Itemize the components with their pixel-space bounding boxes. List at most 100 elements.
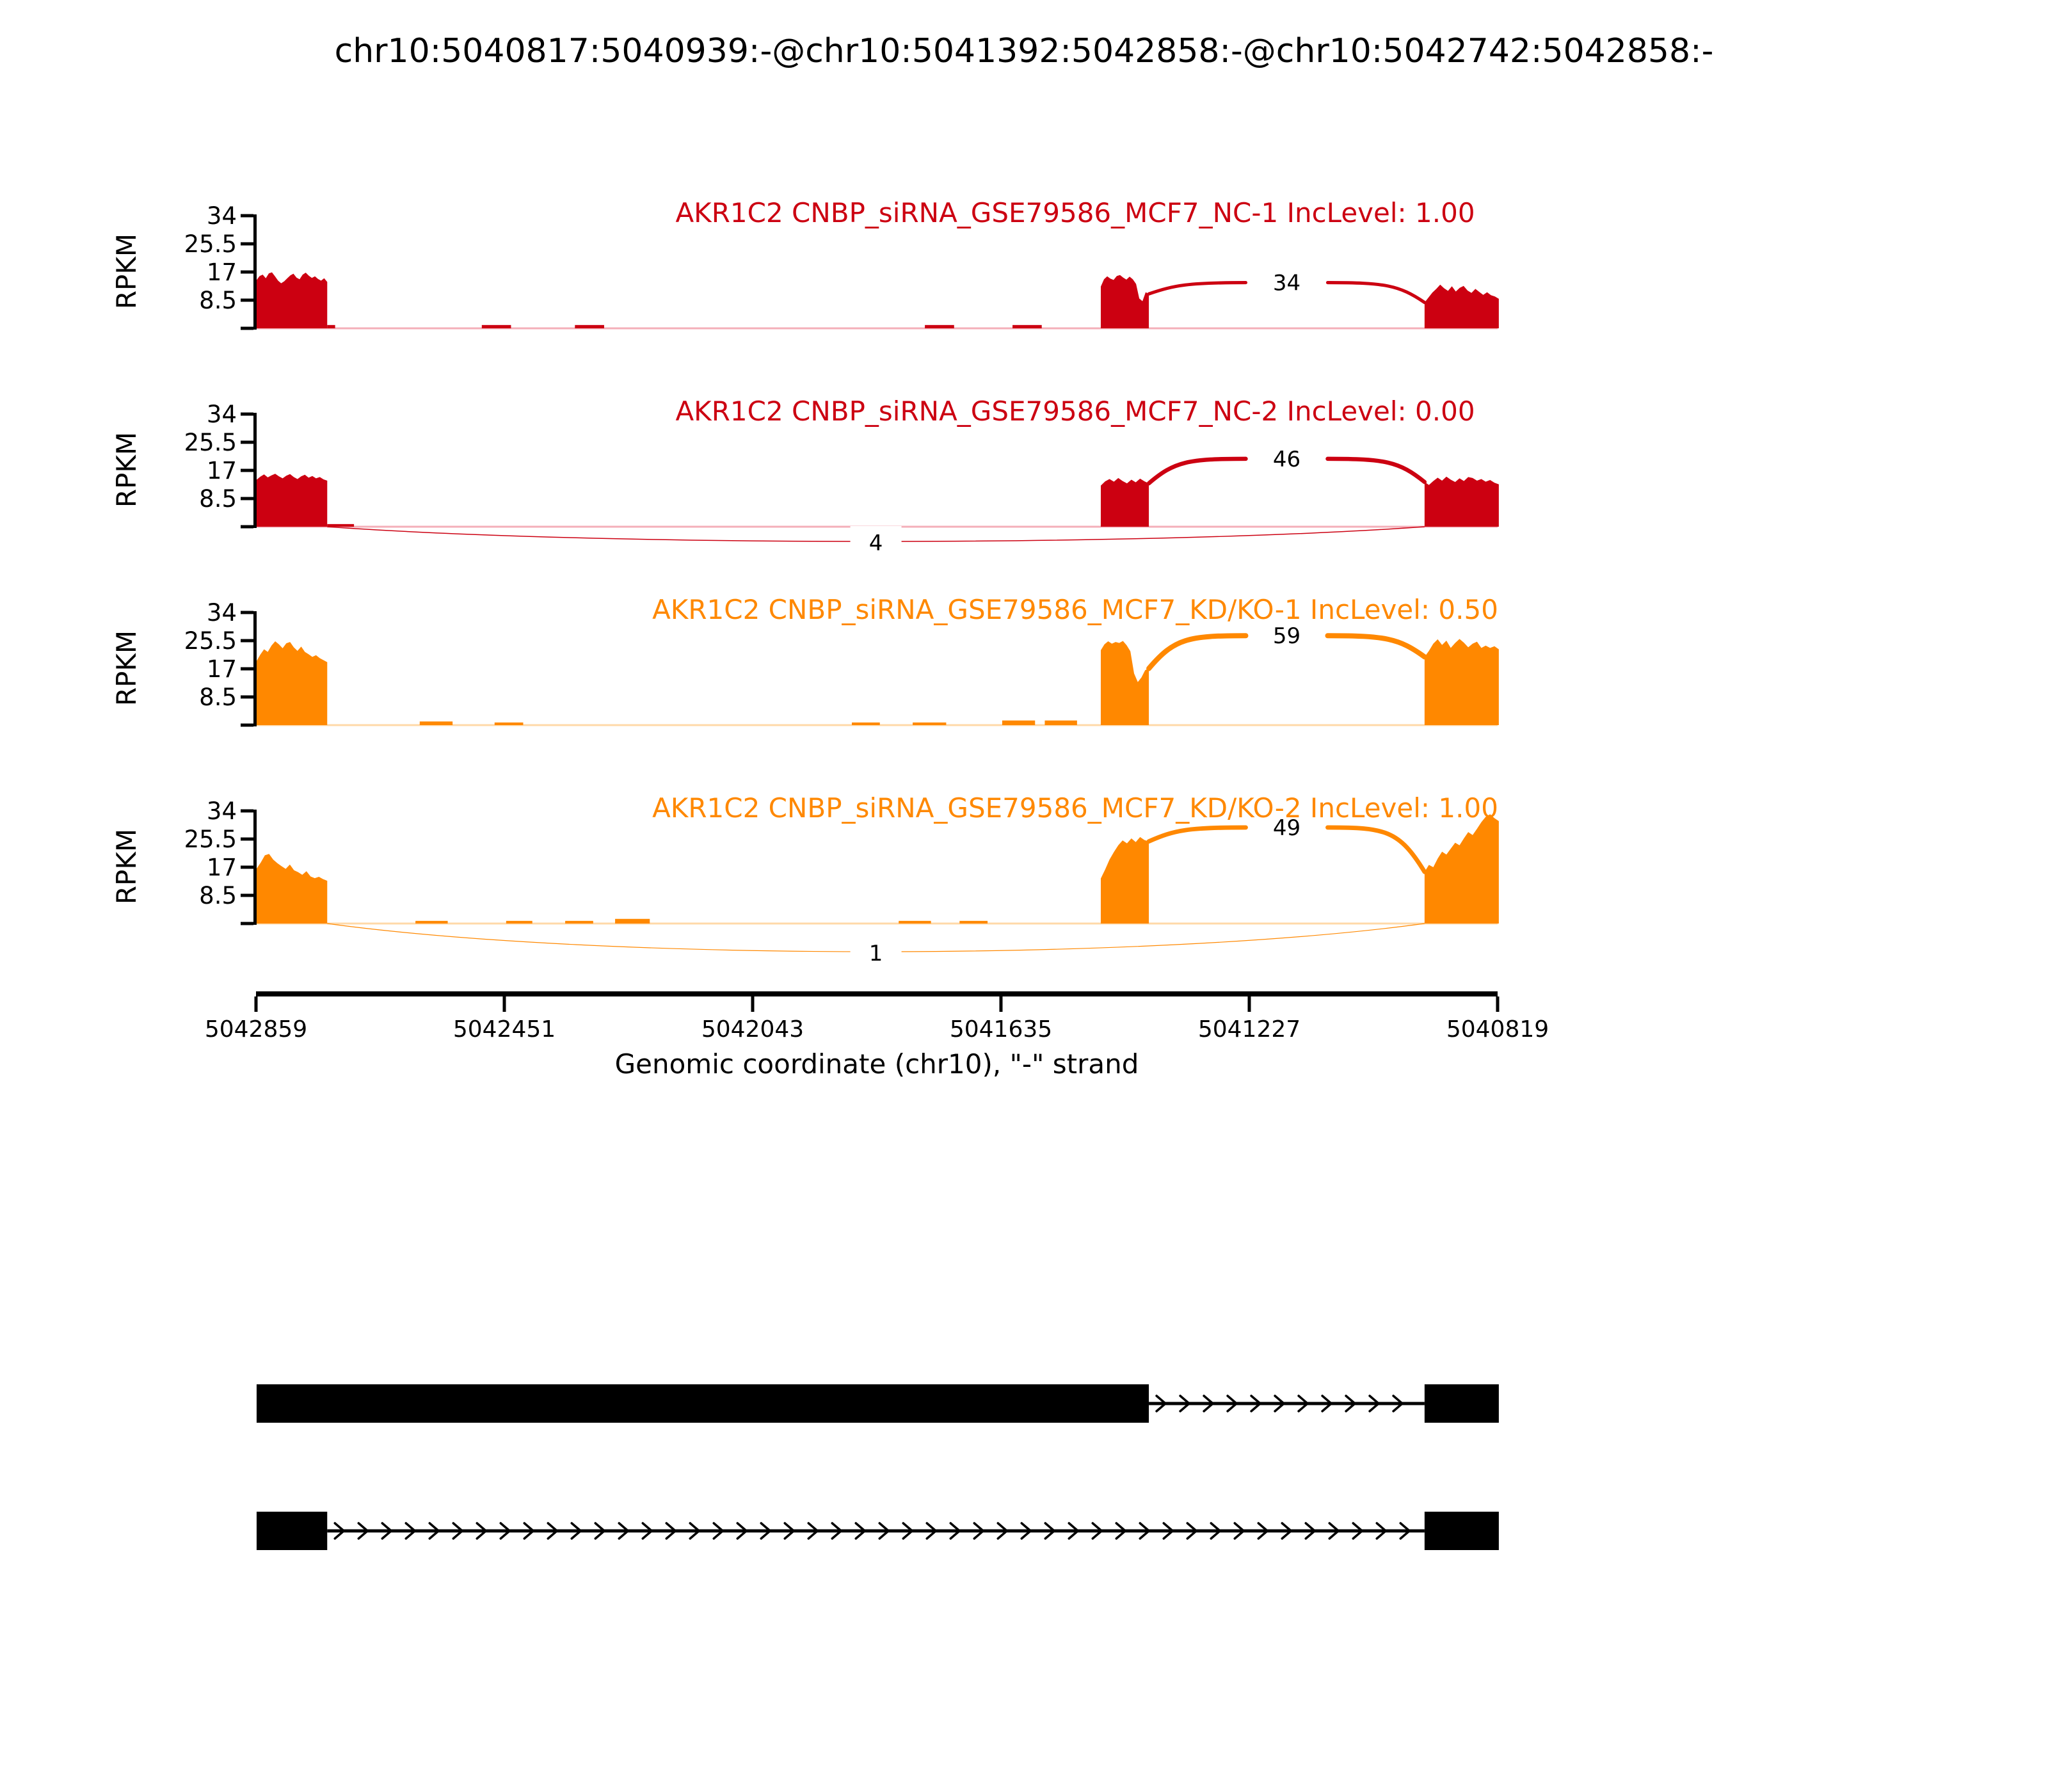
y-axis-tick	[241, 270, 253, 274]
transcript-exon	[1424, 1512, 1499, 1550]
intron-arrow-icon	[760, 1522, 772, 1540]
junction-arc	[1325, 633, 1427, 660]
intron-arrow-icon	[1274, 1395, 1286, 1412]
low-coverage-segment	[327, 524, 355, 527]
intron-arrow-icon	[547, 1522, 559, 1540]
y-axis-tick	[241, 440, 253, 444]
y-axis-tick-label: 34	[207, 797, 237, 825]
y-axis-tick-label: 34	[207, 401, 237, 428]
y-axis-tick	[241, 723, 253, 727]
low-coverage-segment	[615, 918, 650, 924]
junction-arc	[1325, 825, 1427, 874]
y-axis-tick-label: 17	[207, 259, 237, 286]
junction-count-label: 1	[869, 941, 883, 966]
junction-count-label: 49	[1273, 815, 1300, 841]
transcript-exon	[256, 1512, 328, 1550]
coverage-area	[1100, 836, 1149, 924]
rpkm-axis-label: RPKM	[111, 829, 142, 904]
intron-arrow-icon	[925, 1522, 938, 1540]
low-coverage-segment	[415, 920, 448, 924]
y-axis-tick-label: 8.5	[199, 882, 237, 909]
y-axis-tick	[241, 837, 253, 841]
intron-arrow-icon	[1328, 1522, 1340, 1540]
transcript-intron-line	[1149, 1402, 1425, 1405]
track-title: AKR1C2 CNBP_siRNA_GSE79586_MCF7_NC-2 Inc…	[675, 396, 1475, 427]
y-axis-spine	[253, 214, 257, 330]
coverage-area	[256, 854, 328, 924]
x-axis-line	[256, 991, 1498, 996]
low-coverage-segment	[852, 722, 880, 725]
intron-arrow-icon	[878, 1522, 890, 1540]
baseline-line	[256, 327, 1498, 330]
intron-arrow-icon	[523, 1522, 535, 1540]
intron-arrow-icon	[1044, 1522, 1056, 1540]
intron-arrow-icon	[1304, 1522, 1316, 1540]
low-coverage-segment	[419, 721, 453, 725]
x-axis-tick	[254, 996, 258, 1012]
y-axis-tick-label: 25.5	[184, 429, 237, 456]
intron-arrow-icon	[665, 1522, 677, 1540]
junction-count-label: 59	[1273, 623, 1300, 649]
coverage-area	[256, 641, 328, 725]
x-axis-tick	[999, 996, 1003, 1012]
y-axis-tick	[241, 497, 253, 500]
intron-arrow-icon	[831, 1522, 843, 1540]
y-axis-tick-label: 25.5	[184, 230, 237, 258]
intron-arrow-icon	[854, 1522, 867, 1540]
intron-arrow-icon	[1399, 1522, 1411, 1540]
intron-arrow-icon	[1186, 1522, 1198, 1540]
junction-count-label: 46	[1273, 447, 1300, 472]
intron-arrow-icon	[594, 1522, 606, 1540]
intron-arrow-icon	[1179, 1395, 1191, 1412]
intron-arrow-icon	[1281, 1522, 1293, 1540]
y-axis-tick	[241, 667, 253, 671]
intron-arrow-icon	[1115, 1522, 1127, 1540]
coverage-area	[256, 474, 328, 527]
intron-arrow-icon	[949, 1522, 961, 1540]
coverage-area	[1424, 814, 1499, 924]
y-axis-tick	[241, 639, 253, 643]
x-axis-tick-label: 5041227	[1198, 1016, 1300, 1043]
intron-arrow-icon	[1068, 1522, 1080, 1540]
intron-arrow-icon	[1345, 1395, 1357, 1412]
x-axis-tick-label: 5042043	[701, 1016, 804, 1043]
y-axis-spine	[253, 611, 257, 726]
intron-arrow-icon	[1233, 1522, 1245, 1540]
rpkm-axis-label: RPKM	[111, 234, 142, 309]
coverage-area	[1424, 476, 1499, 527]
intron-arrow-icon	[1257, 1522, 1269, 1540]
low-coverage-segment	[575, 324, 604, 328]
intron-arrow-icon	[570, 1522, 582, 1540]
intron-arrow-icon	[973, 1522, 985, 1540]
intron-arrow-icon	[357, 1522, 369, 1540]
low-coverage-segment	[959, 920, 988, 924]
y-axis-tick	[241, 893, 253, 897]
coverage-area	[1100, 275, 1149, 328]
intron-arrow-icon	[381, 1522, 393, 1540]
junction-arc	[1147, 281, 1248, 296]
intron-arrow-icon	[1375, 1522, 1388, 1540]
intron-arrow-icon	[1297, 1395, 1309, 1412]
x-axis-tick	[751, 996, 755, 1012]
transcript-intron-line	[327, 1529, 1425, 1533]
low-coverage-segment	[1002, 720, 1036, 725]
intron-arrow-icon	[1352, 1522, 1364, 1540]
junction-label-mask	[850, 936, 902, 970]
junction-count-label: 4	[869, 531, 883, 556]
intron-arrow-icon	[641, 1522, 653, 1540]
y-axis-tick-label: 34	[207, 202, 237, 230]
y-axis-tick	[241, 695, 253, 699]
y-axis-spine	[253, 413, 257, 528]
y-axis-spine	[253, 810, 257, 925]
junction-arc	[1146, 825, 1248, 844]
y-axis-tick-label: 34	[207, 599, 237, 627]
x-axis-tick-label: 5040819	[1446, 1016, 1549, 1043]
y-axis-tick	[241, 242, 253, 246]
intron-arrow-icon	[712, 1522, 724, 1540]
y-axis-tick-label: 25.5	[184, 627, 237, 655]
intron-arrow-icon	[404, 1522, 417, 1540]
x-axis-title: Genomic coordinate (chr10), "-" strand	[615, 1048, 1139, 1080]
y-axis-tick	[241, 525, 253, 529]
y-axis-tick	[241, 922, 253, 925]
coverage-area	[1100, 477, 1149, 527]
